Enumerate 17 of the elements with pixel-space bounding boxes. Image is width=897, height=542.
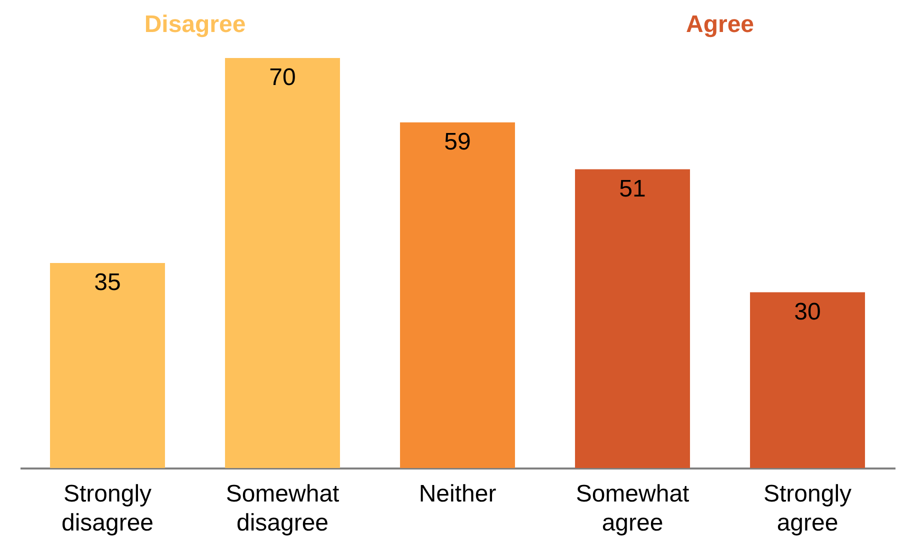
data-label: 35: [94, 269, 121, 296]
x-tick-label: Neither: [418, 480, 496, 508]
x-tick-label: Somewhat disagree: [226, 480, 340, 536]
bar: [50, 263, 165, 468]
x-tick-label: Somewhat agree: [576, 480, 690, 536]
x-tick-label: Strongly disagree: [61, 480, 154, 536]
data-label: 59: [444, 128, 471, 156]
data-label: 30: [794, 298, 821, 326]
bar: [225, 58, 340, 468]
series-label: Disagree: [144, 11, 246, 38]
bar: [750, 292, 865, 468]
x-tick-label: Strongly agree: [763, 480, 852, 536]
data-label: 70: [269, 64, 296, 91]
bar: [400, 122, 515, 468]
text: Agree: [686, 11, 754, 38]
bar: [575, 169, 690, 468]
data-label: 51: [619, 175, 646, 202]
